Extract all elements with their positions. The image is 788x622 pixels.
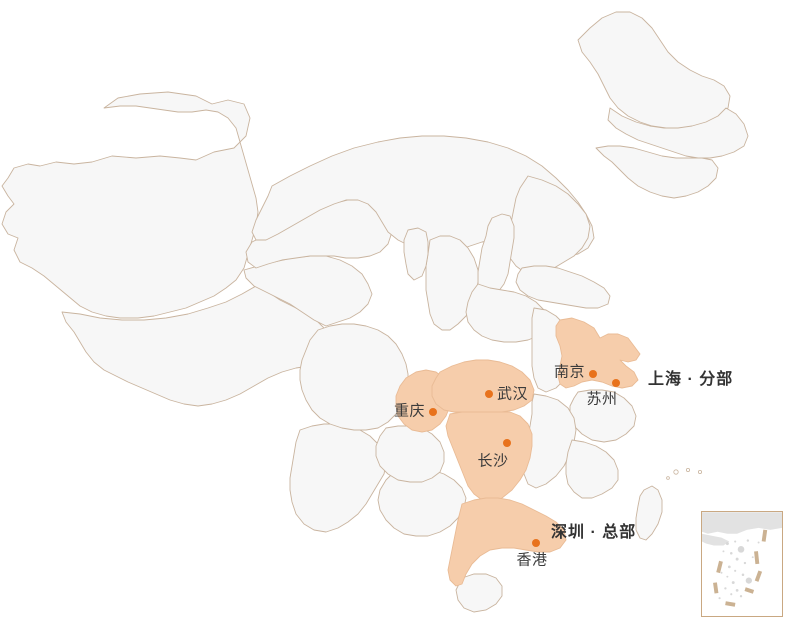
inset-speck-3 [746,539,750,542]
city-label-wuhan[interactable]: 武汉 [497,385,529,403]
province-jiangsu-highlight [555,317,641,389]
inset-speck-15 [731,581,735,584]
island-speck-1 [673,469,679,475]
inset-speck-18 [730,593,733,596]
island-speck-4 [666,476,670,480]
inset-reef-1 [761,529,768,542]
inset-speck-2 [734,540,737,543]
province-xinjiang [1,91,259,319]
city-label-changsha[interactable]: 长沙 [477,452,509,470]
inset-speck-13 [726,575,729,578]
base-provinces [1,11,749,613]
inset-reef-6 [744,587,755,594]
province-guangdong-highlight [447,497,567,587]
island-speck-2 [686,467,691,472]
city-dot-hongkong[interactable] [532,539,540,547]
inset-reef-3 [716,560,723,574]
city-label-chongqing[interactable]: 重庆 [393,402,425,420]
province-shaanxi [425,235,479,331]
city-label-shanghai[interactable]: 上海 · 分部 [648,371,734,388]
inset-speck-1 [725,541,729,546]
inset-speck-8 [735,557,739,561]
inset-speck-21 [751,556,754,559]
province-hebei [507,175,591,275]
city-label-shenzhen[interactable]: 深圳 · 总部 [551,524,637,541]
inset-reef-5 [713,582,719,594]
inset-speck-14 [745,577,752,584]
inset-speck-19 [739,595,743,598]
province-hubei-highlight [431,359,535,413]
inset-speck-12 [741,573,745,576]
inset-landmass [702,512,782,534]
province-fujian [565,439,619,499]
highlighted-provinces [395,317,641,587]
inset-speck-22 [718,597,721,600]
inset-speck-6 [730,552,733,555]
city-dot-chongqing[interactable] [429,408,437,416]
city-label-nanjing[interactable]: 南京 [553,363,585,381]
south-china-sea-inset [701,511,783,617]
inset-reef-4 [754,570,763,582]
island-taiwan [635,485,663,541]
island-hainan [455,573,503,613]
province-yunnan [289,423,387,533]
inset-reef-7 [725,601,736,607]
inset-landmass-lower [702,533,730,546]
island-speck-3 [698,469,703,474]
city-dot-nanjing[interactable] [589,370,597,378]
province-ningxia [403,227,429,281]
province-sichuan [299,323,409,431]
inset-speck-17 [735,588,739,592]
inset-speck-7 [722,550,725,553]
inset-speck-4 [757,541,760,544]
inset-reef-2 [754,551,760,565]
inset-speck-5 [737,546,745,553]
city-label-suzhou[interactable]: 苏州 [586,390,618,408]
city-dot-suzhou[interactable] [612,379,620,387]
province-hunan-highlight [445,411,533,503]
city-label-hongkong[interactable]: 香港 [516,551,548,569]
inset-speck-10 [727,565,731,569]
inset-speck-20 [720,571,723,574]
province-guizhou [375,425,445,483]
inset-speck-16 [724,587,727,590]
province-heilongjiang [577,11,731,129]
province-jilin [607,107,749,159]
inset-speck-9 [743,561,747,565]
inset-speck-11 [734,569,737,572]
province-shandong [515,265,611,309]
province-henan [465,283,549,343]
city-dot-wuhan[interactable] [485,390,493,398]
city-dot-changsha[interactable] [503,439,511,447]
province-liaoning [595,145,719,199]
sea-inset-svg [702,512,782,607]
